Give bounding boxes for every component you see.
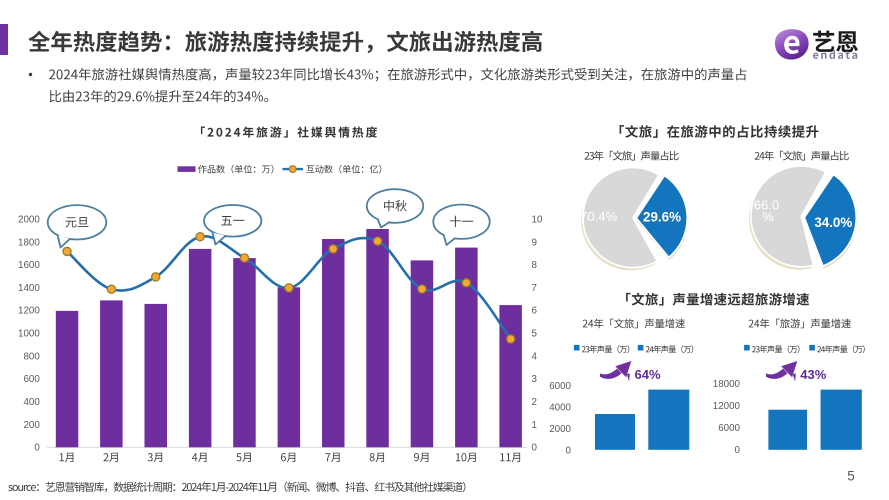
svg-text:43%: 43% (800, 367, 826, 382)
svg-text:10: 10 (532, 215, 543, 226)
svg-text:2000: 2000 (549, 424, 571, 435)
svg-text:70.4%: 70.4% (580, 209, 618, 224)
svg-text:600: 600 (23, 374, 40, 385)
svg-text:0: 0 (566, 445, 572, 456)
svg-text:1400: 1400 (18, 283, 40, 294)
svg-text:66.0: 66.0 (754, 197, 779, 212)
svg-text:6000: 6000 (718, 423, 740, 434)
svg-text:1800: 1800 (18, 237, 40, 248)
svg-text:64%: 64% (634, 367, 660, 382)
svg-text:2: 2 (532, 397, 537, 408)
svg-text:0: 0 (34, 443, 40, 454)
svg-text:9: 9 (532, 237, 537, 248)
svg-text:4: 4 (532, 351, 538, 362)
svg-text:3: 3 (532, 374, 538, 385)
svg-text:2000: 2000 (18, 215, 40, 226)
svg-text:0: 0 (735, 445, 741, 456)
svg-text:34.0%: 34.0% (814, 215, 852, 230)
svg-text:1: 1 (532, 420, 537, 431)
svg-text:400: 400 (23, 397, 40, 408)
svg-text:1200: 1200 (18, 306, 40, 317)
svg-text:12000: 12000 (713, 401, 741, 412)
svg-text:%: % (762, 209, 774, 224)
svg-text:800: 800 (23, 351, 40, 362)
svg-text:29.6%: 29.6% (643, 210, 681, 225)
svg-text:5: 5 (532, 329, 538, 340)
svg-text:18000: 18000 (713, 379, 741, 390)
svg-text:1600: 1600 (18, 260, 40, 271)
svg-text:4000: 4000 (549, 403, 571, 414)
svg-text:200: 200 (23, 420, 40, 431)
svg-text:1000: 1000 (18, 329, 40, 340)
svg-text:6: 6 (532, 306, 538, 317)
svg-text:5: 5 (847, 469, 855, 484)
svg-text:7: 7 (532, 283, 537, 294)
svg-text:0: 0 (532, 443, 538, 454)
svg-text:8: 8 (532, 260, 538, 271)
svg-text:6000: 6000 (549, 381, 571, 392)
